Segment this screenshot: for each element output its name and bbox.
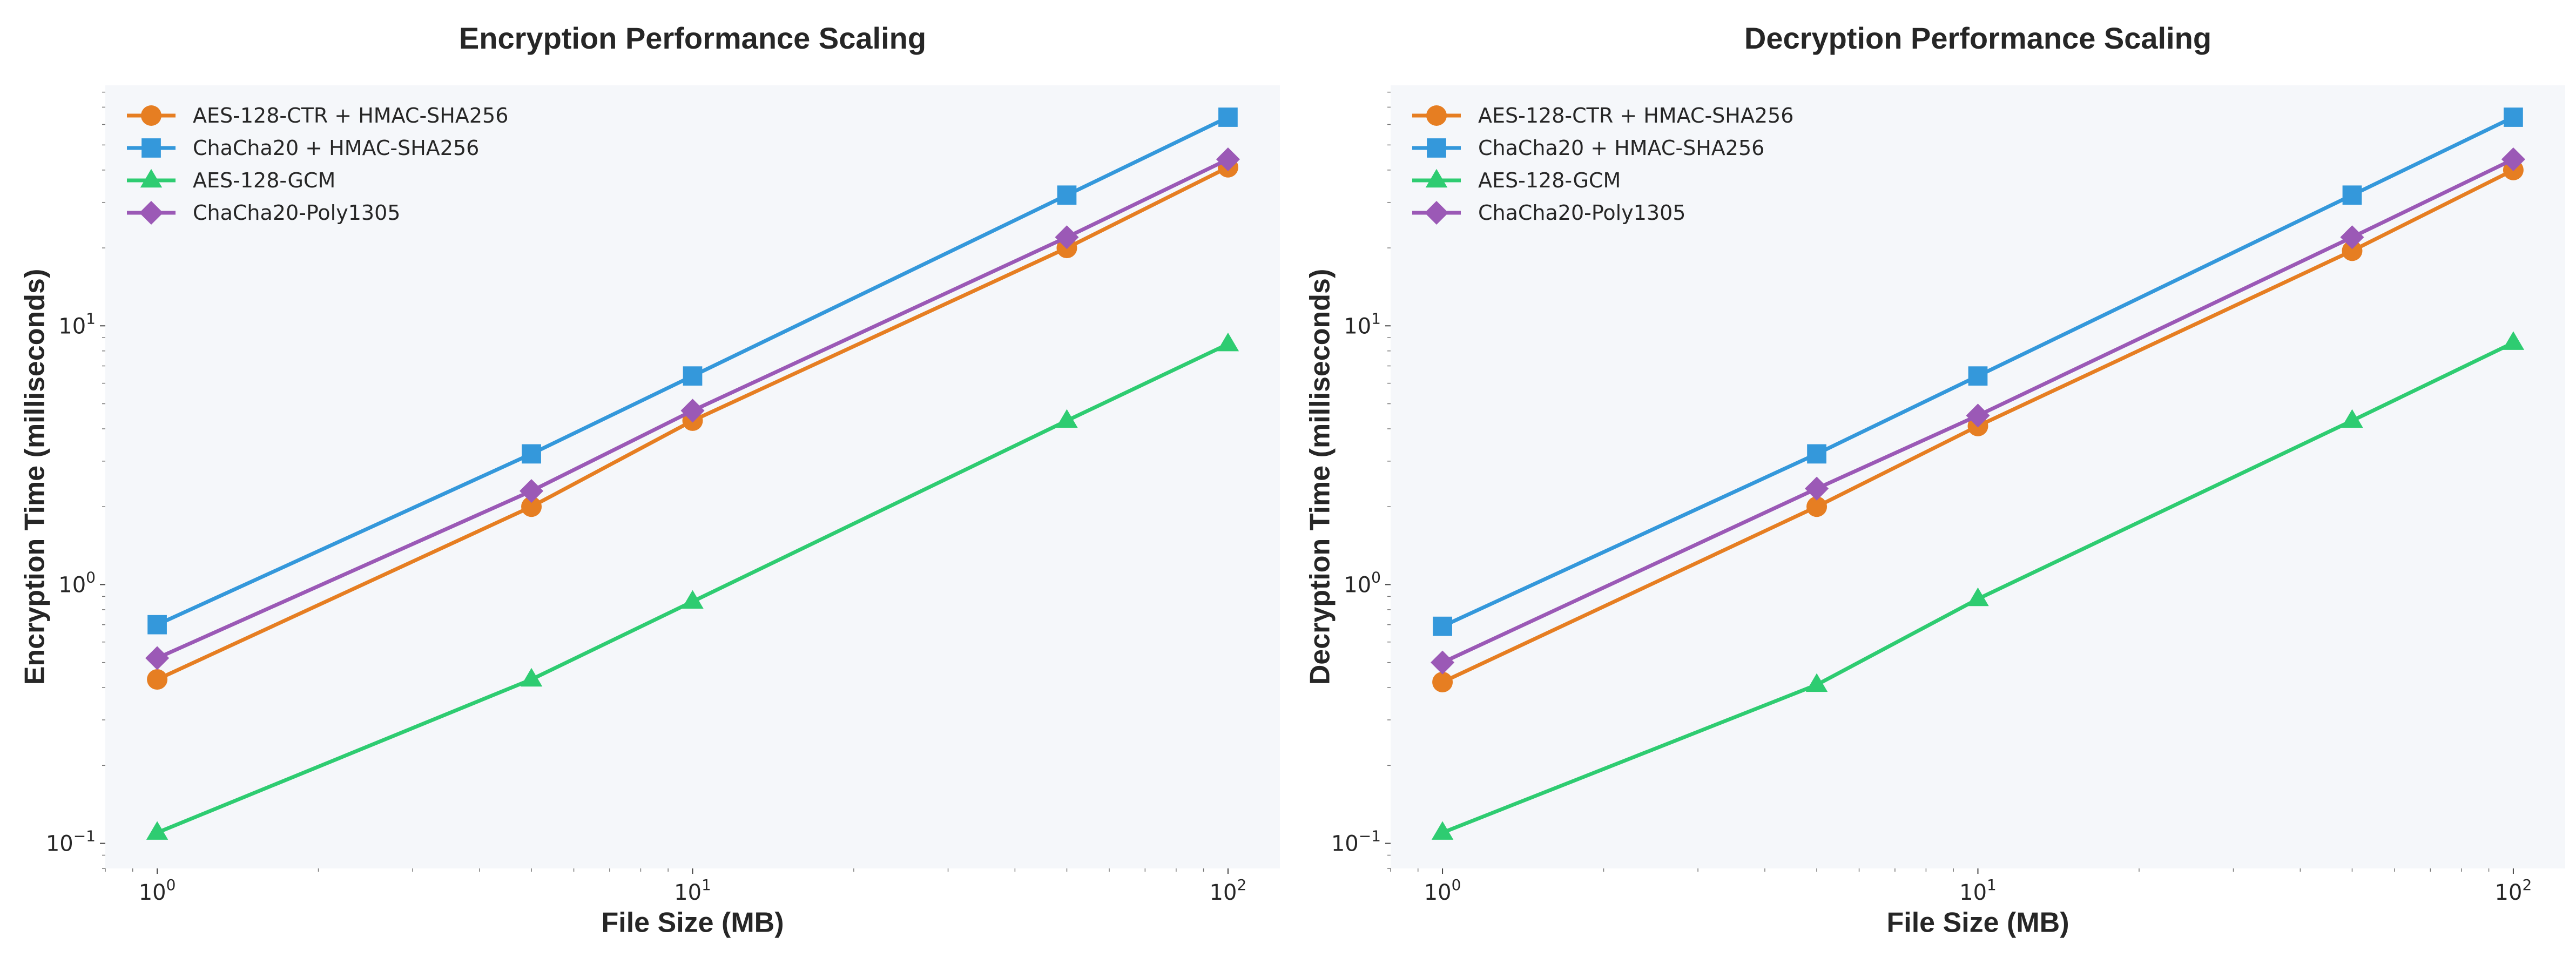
x-tick-label: 101 [674, 876, 711, 905]
plot-area [1391, 85, 2565, 868]
data-point [521, 496, 542, 517]
data-point [683, 366, 703, 386]
y-axis-label: Encryption Time (milliseconds) [19, 269, 51, 685]
data-point [680, 399, 705, 423]
data-point [1806, 496, 1828, 517]
y-tick-label: 10−1 [46, 827, 96, 857]
data-point [1805, 673, 1828, 692]
x-tick-label: 102 [1210, 876, 1247, 905]
x-tick-label: 100 [1424, 876, 1461, 905]
legend-label: AES-128-CTR + HMAC-SHA256 [1478, 104, 1793, 127]
chart-title: Decryption Performance Scaling [1744, 21, 2211, 55]
legend-label: ChaCha20 + HMAC-SHA256 [193, 136, 479, 160]
x-tick-label: 101 [1959, 876, 1997, 905]
chart-panel-1: Encryption Performance Scaling File Size … [19, 21, 1280, 939]
data-point [1966, 403, 1990, 428]
x-axis-label: File Size (MB) [601, 907, 784, 939]
data-point [1432, 671, 1453, 692]
legend-label: AES-128-CTR + HMAC-SHA256 [193, 104, 508, 127]
data-point [1807, 444, 1826, 464]
data-point [1057, 185, 1077, 205]
legend-label: ChaCha20 + HMAC-SHA256 [1478, 136, 1764, 160]
data-point [145, 646, 170, 670]
data-point [1431, 650, 1455, 675]
legend: AES-128-CTR + HMAC-SHA256 ChaCha20 + HMAC… [1412, 104, 1793, 225]
data-point [147, 615, 167, 635]
y-tick-label: 101 [1344, 309, 1381, 339]
legend: AES-128-CTR + HMAC-SHA256 ChaCha20 + HMAC… [127, 104, 508, 225]
data-point [2342, 240, 2363, 261]
x-tick-label: 102 [2495, 876, 2532, 905]
data-point [146, 821, 168, 840]
data-point [2501, 147, 2525, 172]
y-axis-label: Decryption Time (milliseconds) [1305, 269, 1336, 685]
data-point [1431, 821, 1454, 840]
data-point [520, 479, 544, 503]
data-point [1805, 476, 1829, 501]
y-tick-label: 100 [1344, 568, 1381, 597]
legend-marker [140, 169, 163, 188]
data-point [147, 669, 168, 690]
data-point [2342, 185, 2362, 205]
legend-marker [139, 200, 164, 225]
y-tick-label: 100 [58, 568, 96, 597]
data-point [682, 590, 704, 609]
legend-label: ChaCha20-Poly1305 [193, 201, 400, 225]
legend-label: ChaCha20-Poly1305 [1478, 201, 1685, 225]
chart-panel-2: Decryption Performance Scaling File Size … [1305, 21, 2565, 939]
data-point [1967, 587, 1989, 606]
y-tick-label: 10−1 [1331, 827, 1381, 857]
data-point [522, 444, 541, 464]
y-tick-label: 101 [58, 309, 96, 339]
legend-label: AES-128-GCM [193, 169, 335, 192]
chart-title: Encryption Performance Scaling [459, 21, 926, 55]
legend-marker [141, 105, 161, 126]
legend-marker [141, 138, 161, 158]
legend-label: AES-128-GCM [1478, 169, 1621, 192]
data-point [1217, 332, 1239, 352]
data-point [2341, 409, 2363, 428]
data-point [1216, 147, 1240, 172]
legend-marker [1425, 169, 1448, 188]
data-point [1433, 616, 1452, 636]
x-axis-label: File Size (MB) [1886, 907, 2069, 939]
data-point [2504, 107, 2523, 127]
legend-marker [1427, 138, 1446, 158]
data-point [1968, 366, 1988, 386]
legend-marker [1426, 105, 1447, 126]
data-point [1056, 409, 1078, 428]
data-point [1218, 107, 1238, 127]
legend-marker [1424, 200, 1449, 225]
data-point [520, 668, 543, 687]
x-tick-label: 100 [139, 876, 176, 905]
data-point [2502, 331, 2525, 350]
data-point [2340, 225, 2364, 250]
data-point [1055, 225, 1079, 250]
plot-area [105, 85, 1280, 868]
